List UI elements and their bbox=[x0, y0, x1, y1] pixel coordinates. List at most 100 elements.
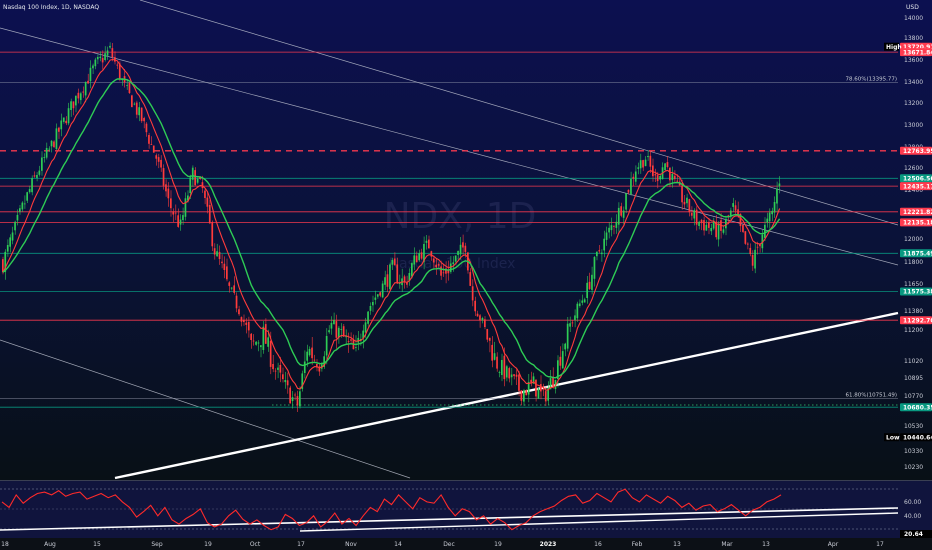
candle-body bbox=[308, 349, 311, 356]
rsi-trendline-1 bbox=[0, 507, 899, 531]
candle-body bbox=[67, 108, 70, 124]
level-price-tag bbox=[900, 207, 932, 216]
candle-body bbox=[591, 274, 593, 290]
candle-body bbox=[299, 391, 301, 407]
candle-body bbox=[284, 380, 287, 383]
candle-body bbox=[243, 319, 245, 322]
candle-body bbox=[41, 157, 43, 171]
x-tick-label: 14 bbox=[394, 541, 402, 548]
candle-body bbox=[620, 206, 622, 216]
candle-body bbox=[2, 259, 4, 273]
candle-body bbox=[486, 329, 489, 340]
candle-body bbox=[569, 323, 571, 327]
candle-body bbox=[425, 240, 428, 243]
candle-body bbox=[498, 372, 501, 373]
candle-body bbox=[700, 219, 703, 224]
candle-body bbox=[471, 286, 474, 301]
y-tick-label: 11020 bbox=[904, 358, 923, 365]
candle-body bbox=[739, 213, 742, 227]
candle-body bbox=[695, 209, 698, 225]
candle-body bbox=[505, 366, 508, 378]
candle-body bbox=[462, 242, 464, 248]
x-tick-label: 19 bbox=[494, 541, 502, 548]
candle-body bbox=[756, 246, 759, 248]
candle-body bbox=[717, 223, 720, 240]
candle-body bbox=[316, 364, 318, 368]
candle-body bbox=[211, 222, 214, 247]
x-tick-label: Mar bbox=[721, 541, 733, 548]
level-price-tag bbox=[900, 218, 932, 227]
candle-body bbox=[337, 327, 340, 338]
candle-body bbox=[530, 379, 532, 383]
candle-body bbox=[583, 299, 586, 303]
candle-body bbox=[442, 272, 445, 274]
candle-body bbox=[535, 379, 537, 397]
candle-body bbox=[484, 319, 486, 327]
candle-body bbox=[379, 292, 381, 296]
candle-body bbox=[386, 274, 389, 287]
candle-body bbox=[84, 82, 87, 96]
candle-body bbox=[58, 127, 60, 132]
candle-body bbox=[449, 263, 452, 272]
candle-body bbox=[177, 215, 179, 227]
level-price-text: 11875.49 bbox=[903, 251, 932, 258]
candle-body bbox=[737, 209, 739, 217]
y-tick-label: 11380 bbox=[904, 308, 923, 315]
candle-body bbox=[133, 103, 136, 105]
candle-body bbox=[600, 252, 603, 255]
level-price-text: 10440.64 bbox=[903, 434, 932, 441]
x-tick-label: 13 bbox=[762, 541, 770, 548]
level-price-tag bbox=[900, 48, 932, 57]
candle-body bbox=[532, 376, 535, 384]
candle-body bbox=[605, 232, 608, 240]
candle-body bbox=[96, 57, 99, 60]
y-tick-label: 11800 bbox=[904, 259, 923, 266]
candle-body bbox=[323, 356, 325, 367]
candle-body bbox=[771, 210, 773, 215]
rsi-value-text: 20.64 bbox=[904, 531, 923, 538]
candle-body bbox=[199, 177, 201, 179]
candle-body bbox=[622, 210, 625, 218]
y-tick-label: 10530 bbox=[904, 423, 923, 430]
level-price-tag bbox=[900, 433, 932, 442]
candle-body bbox=[435, 264, 437, 268]
candle-body bbox=[710, 228, 713, 232]
candle-body bbox=[376, 294, 379, 297]
candle-body bbox=[174, 212, 177, 214]
candle-body bbox=[632, 176, 635, 179]
candle-body bbox=[257, 342, 260, 344]
candle-body bbox=[340, 329, 343, 330]
candle-body bbox=[501, 360, 503, 375]
candle-body bbox=[586, 282, 588, 298]
trendline-descending-low bbox=[0, 339, 411, 479]
candle-body bbox=[676, 180, 678, 182]
rsi-pane-background bbox=[0, 481, 932, 538]
candle-body bbox=[267, 337, 269, 347]
candle-body bbox=[452, 262, 455, 265]
candle-body bbox=[389, 264, 391, 290]
candle-body bbox=[11, 232, 14, 241]
x-tick-label: Apr bbox=[828, 541, 839, 548]
candle-body bbox=[642, 160, 644, 168]
candle-body bbox=[722, 229, 725, 233]
x-tick-label: 19 bbox=[204, 541, 212, 548]
candle-body bbox=[469, 272, 472, 286]
level-price-tag bbox=[900, 287, 932, 296]
candle-body bbox=[725, 218, 727, 229]
rsi-tick-label: 40.00 bbox=[904, 513, 921, 520]
candle-body bbox=[428, 239, 430, 249]
trendlines bbox=[0, 0, 899, 480]
candle-body bbox=[698, 221, 700, 226]
candle-body bbox=[306, 351, 308, 361]
candle-body bbox=[761, 234, 764, 249]
candle-body bbox=[70, 101, 72, 110]
candle-body bbox=[384, 277, 386, 285]
candle-body bbox=[216, 251, 218, 257]
candle-body bbox=[206, 197, 209, 207]
candle-body bbox=[637, 167, 640, 169]
candle-body bbox=[508, 368, 511, 379]
candle-body bbox=[754, 249, 756, 269]
candle-body bbox=[104, 53, 106, 60]
candle-body bbox=[406, 282, 408, 285]
